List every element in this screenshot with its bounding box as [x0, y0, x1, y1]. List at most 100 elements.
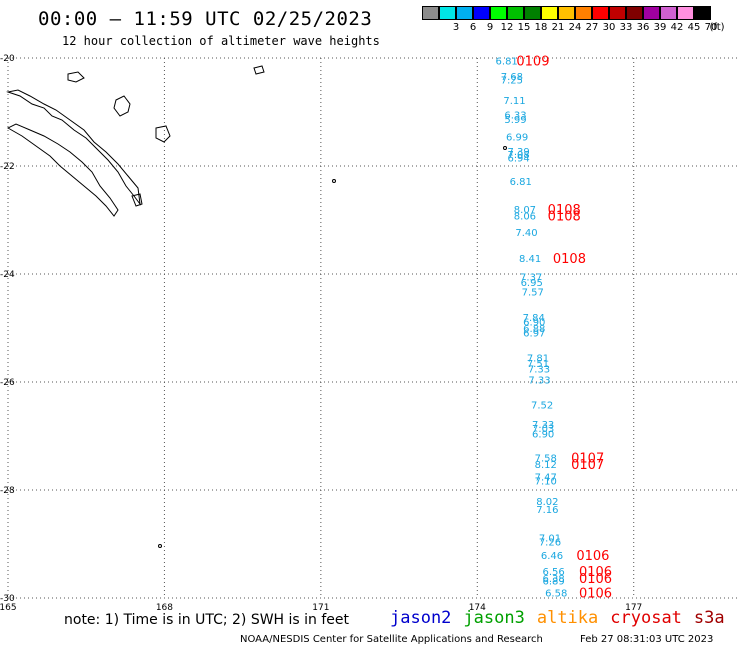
- swh-value: 6.88: [523, 324, 545, 335]
- legend-labels: 3 6 9 12 15 18 21 24 27 30 33 36 39 42 45 70 (ft): [422, 22, 740, 36]
- lat-label: -28: [0, 486, 15, 496]
- small-island-e: [158, 544, 162, 548]
- pass-time-label: 0108: [553, 252, 586, 267]
- legend-label: 18: [534, 22, 548, 33]
- swh-value: 7.16: [536, 505, 558, 516]
- swh-value: 7.03: [532, 424, 554, 435]
- swh-value: 8.41: [519, 254, 541, 265]
- new-caledonia-coast-inner: [6, 123, 119, 217]
- swh-value: 6.90: [532, 429, 554, 440]
- legend-swatch: [677, 6, 694, 20]
- footer-credit: NOAA/NESDIS Center for Satellite Applica…: [240, 634, 543, 645]
- loyalty-island-3: [131, 193, 143, 207]
- swh-value: 7.47: [535, 473, 557, 484]
- legend-swatch: [507, 6, 524, 20]
- lat-label: -22: [0, 162, 15, 172]
- legend-swatch: [541, 6, 558, 20]
- pass-time-label: 0106: [579, 587, 612, 602]
- swh-value: 7.33: [528, 365, 550, 376]
- swh-value: 6.94: [508, 153, 530, 164]
- legend-swatch: [643, 6, 660, 20]
- new-caledonia-coast: [6, 89, 141, 206]
- swh-value: 8.06: [514, 212, 536, 223]
- legend-label: 42: [670, 22, 684, 33]
- swh-value: 8.12: [535, 460, 557, 471]
- swh-value: 6.97: [523, 328, 545, 339]
- loyalty-island-1: [113, 95, 131, 117]
- legend-label: 21: [551, 22, 565, 33]
- legend-label: 3: [452, 22, 460, 33]
- legend-swatch: [660, 6, 677, 20]
- lat-label: -20: [0, 54, 15, 64]
- swh-value: 6.38: [542, 574, 564, 585]
- swh-value: 7.33: [528, 375, 550, 386]
- satellite-name: jason2: [390, 608, 452, 628]
- loyalty-island-2: [155, 125, 171, 143]
- lon-label: 168: [156, 603, 173, 613]
- swh-value: 7.33: [532, 420, 554, 431]
- legend-label: 12: [500, 22, 514, 33]
- legend-swatch: [609, 6, 626, 20]
- lat-label: -26: [0, 378, 15, 388]
- swh-value: 6.58: [545, 589, 567, 600]
- legend-swatch: [456, 6, 473, 20]
- legend-swatch: [490, 6, 507, 20]
- swh-value: 6.56: [542, 567, 564, 578]
- legend-swatch: [422, 6, 439, 20]
- legend-swatch: [575, 6, 592, 20]
- lon-label: 177: [625, 603, 642, 613]
- swh-value: 6.46: [541, 551, 563, 562]
- legend-swatch: [524, 6, 541, 20]
- pass-time-label: 0106: [576, 549, 609, 564]
- swh-value: 8.07: [514, 205, 536, 216]
- swh-value: 7.52: [531, 401, 553, 412]
- swh-value: 6.33: [504, 111, 526, 122]
- swh-value: 6.81: [510, 177, 532, 188]
- swh-value: 5.99: [504, 115, 526, 126]
- swh-value: 7.68: [501, 72, 523, 83]
- map-title: 00:00 – 11:59 UTC 02/25/2023: [38, 8, 373, 30]
- legend-label: 45: [687, 22, 701, 33]
- swh-value: 7.25: [501, 76, 523, 87]
- swh-value: 7.37: [520, 273, 542, 284]
- swh-value: 6.99: [506, 132, 528, 143]
- legend-swatch: [558, 6, 575, 20]
- satellite-name: altika: [536, 608, 599, 628]
- swh-value: 7.81: [527, 354, 549, 365]
- legend-swatch: [439, 6, 456, 20]
- pass-time-label: 0106: [579, 572, 612, 587]
- swh-value: 6.89: [542, 577, 564, 588]
- footer-timestamp: Feb 27 08:31:03 UTC 2023: [580, 634, 714, 645]
- pass-time-label: 0108: [548, 203, 581, 218]
- satellite-legend: jason2 jason3 altika cryosat s3a: [390, 608, 725, 628]
- legend-label: 9: [486, 22, 494, 33]
- satellite-name: jason3: [463, 608, 525, 628]
- small-island-d: [503, 146, 507, 150]
- legend-label: 33: [619, 22, 633, 33]
- satellite-name: s3a: [693, 608, 725, 628]
- note-text: note: 1) Time is in UTC; 2) SWH is in fe…: [64, 612, 350, 628]
- legend-swatch: [626, 6, 643, 20]
- legend-label: 27: [585, 22, 599, 33]
- pass-time-label: 0109: [516, 55, 549, 70]
- legend-label: 36: [636, 22, 650, 33]
- swh-value: 7.51: [527, 359, 549, 370]
- coastline: [6, 65, 507, 548]
- swh-value: 6.95: [521, 278, 543, 289]
- lat-label: -30: [0, 594, 15, 604]
- map-subtitle: 12 hour collection of altimeter wave hei…: [62, 34, 380, 48]
- swh-value: 7.01: [539, 534, 561, 545]
- legend-label: 6: [469, 22, 477, 33]
- pass-time-label: 0106: [579, 565, 612, 580]
- small-island-c: [332, 179, 336, 183]
- swh-value: 7.26: [539, 537, 561, 548]
- legend-label: 15: [517, 22, 531, 33]
- legend-label: 70: [704, 22, 718, 33]
- swh-value: 7.10: [535, 476, 557, 487]
- swh-value: 7.40: [515, 228, 537, 239]
- pass-time-label: 0107: [571, 458, 604, 473]
- legend-swatch: [592, 6, 609, 20]
